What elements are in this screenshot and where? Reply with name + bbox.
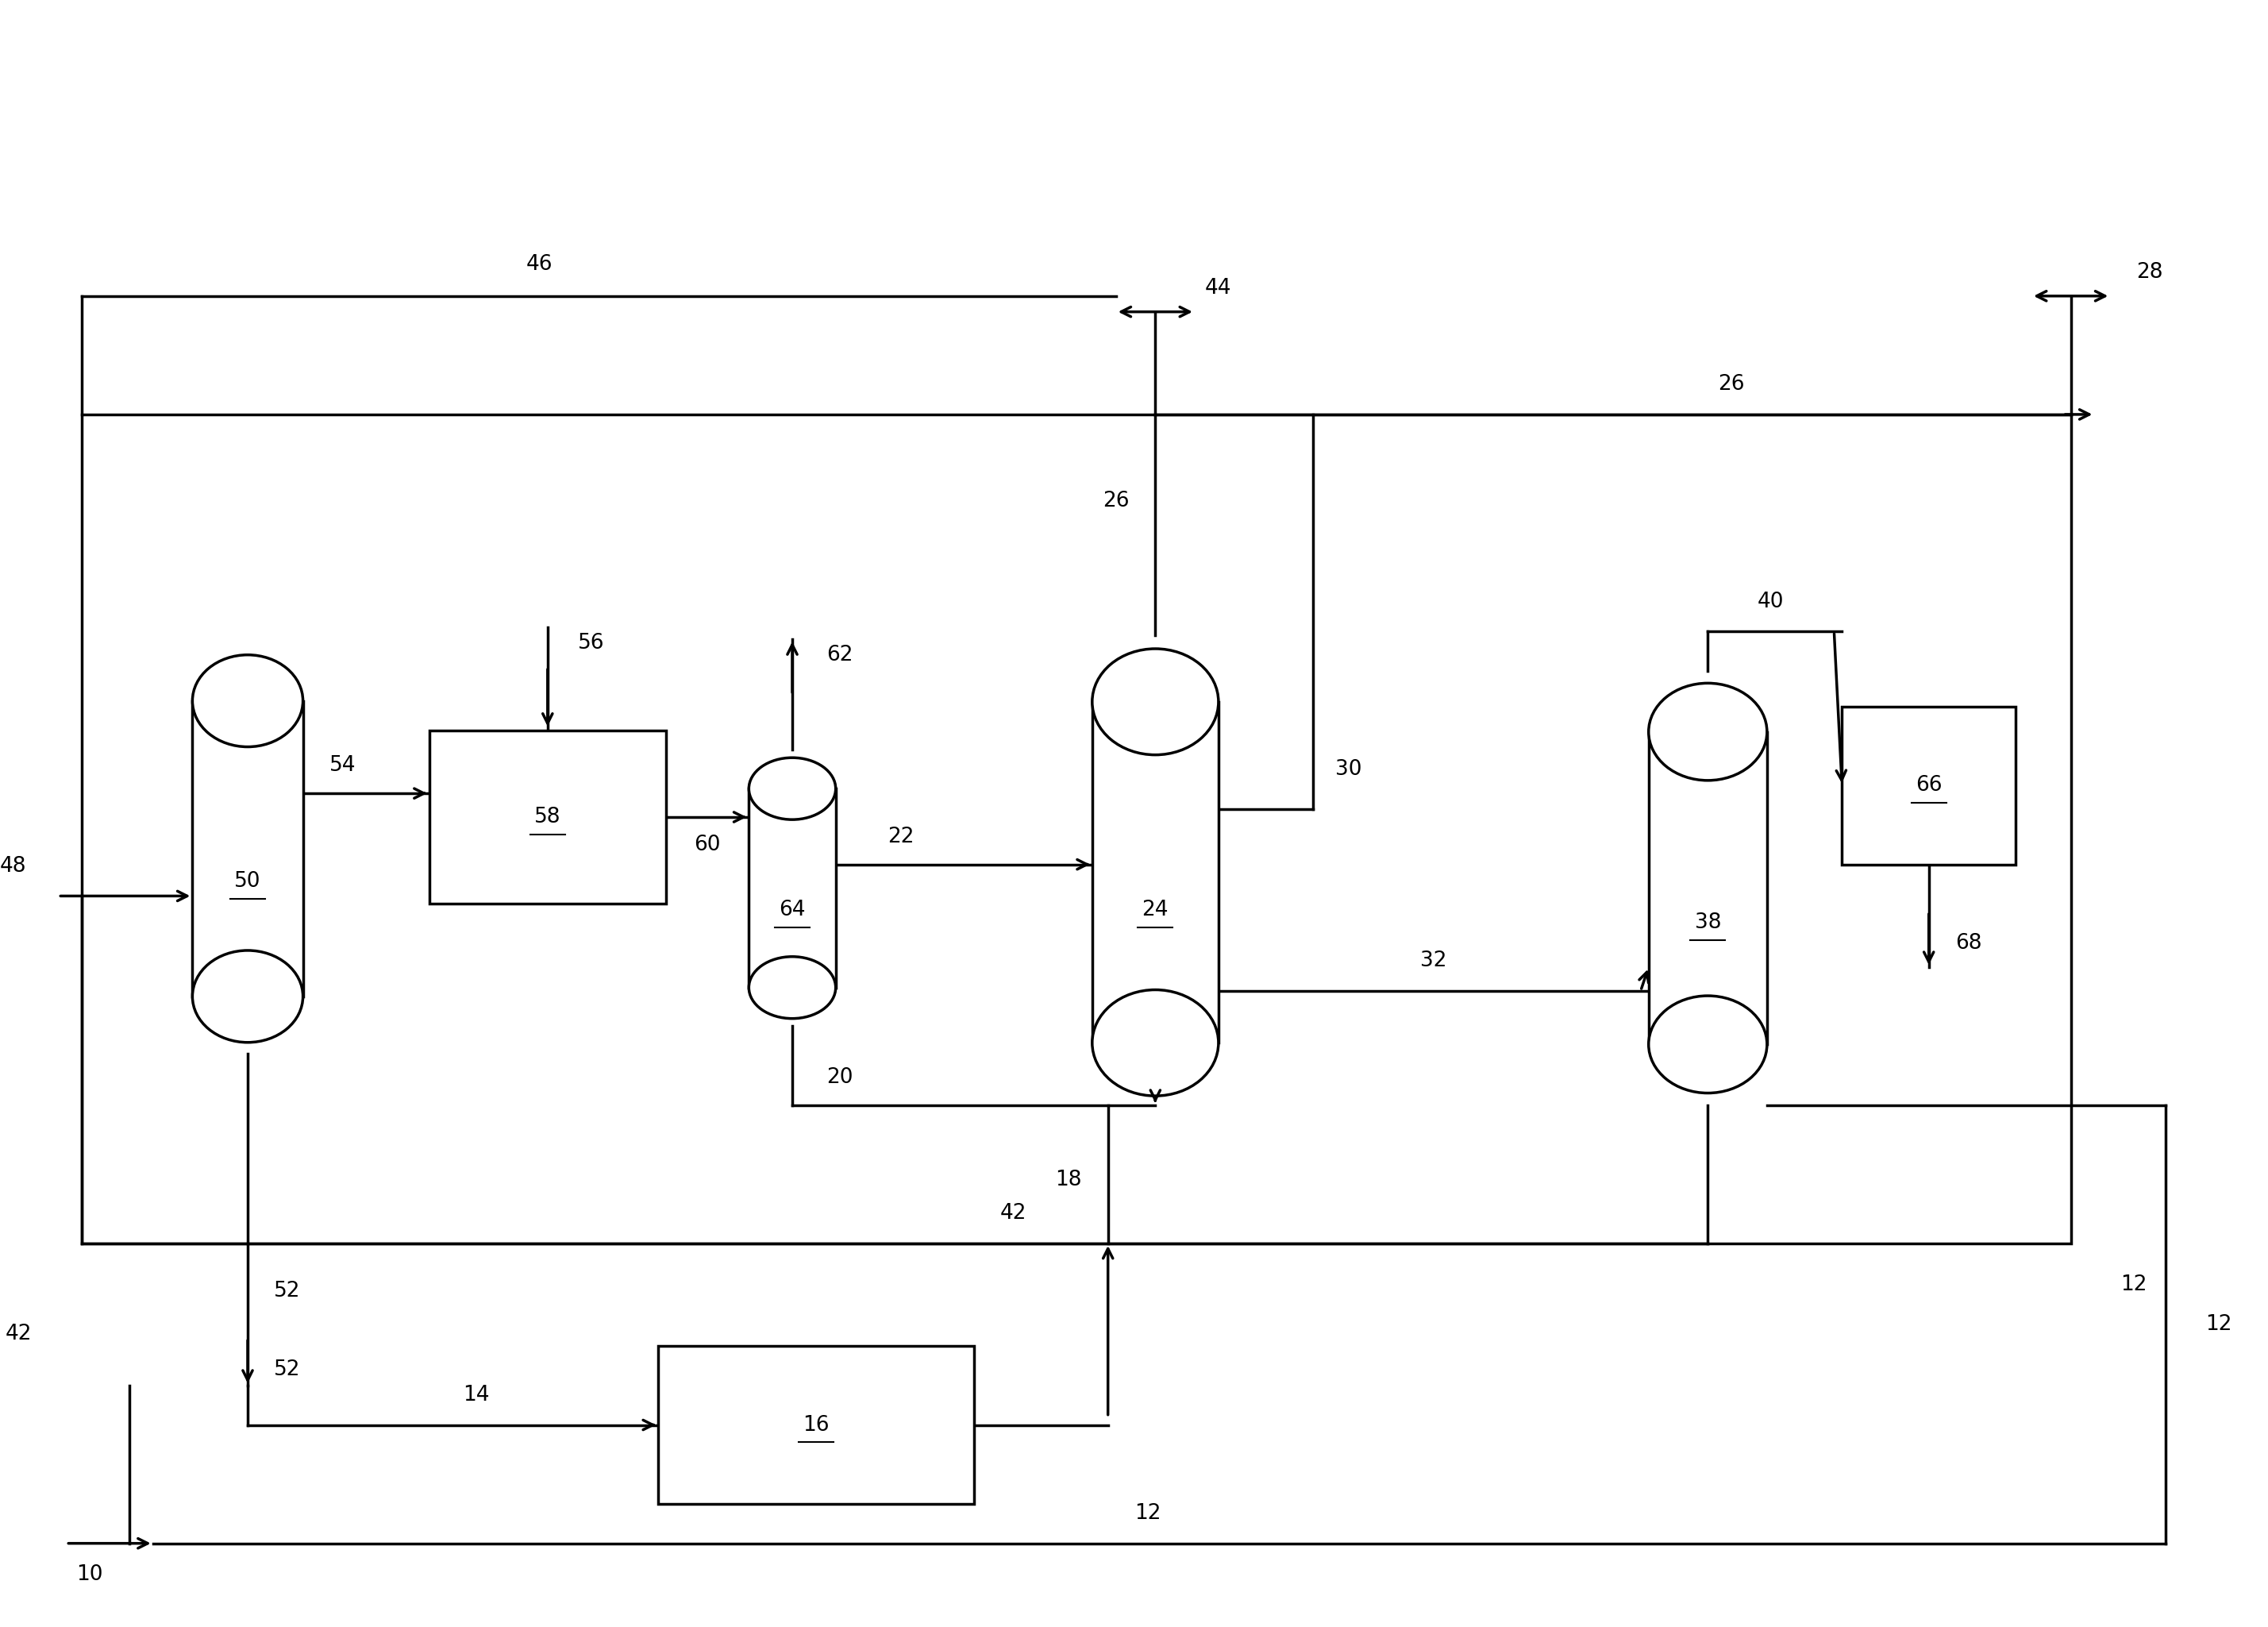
Text: 32: 32	[1420, 950, 1447, 971]
Ellipse shape	[193, 950, 304, 1043]
Bar	[429, 731, 667, 905]
Ellipse shape	[748, 758, 835, 820]
Text: 18: 18	[1055, 1170, 1082, 1191]
Ellipse shape	[1093, 649, 1218, 755]
Text: 20: 20	[826, 1067, 853, 1088]
Bar	[1093, 701, 1218, 1043]
Text: 56: 56	[578, 633, 603, 654]
Text: 64: 64	[778, 900, 805, 921]
Text: 16: 16	[803, 1414, 830, 1435]
Text: 22: 22	[887, 827, 914, 848]
Ellipse shape	[1649, 683, 1767, 781]
Text: 28: 28	[2136, 262, 2164, 283]
Text: 12: 12	[2121, 1274, 2148, 1295]
Ellipse shape	[748, 957, 835, 1019]
Ellipse shape	[1649, 996, 1767, 1093]
Text: 66: 66	[1916, 774, 1941, 796]
Text: 54: 54	[329, 755, 356, 776]
Text: 42: 42	[5, 1324, 32, 1344]
Text: 14: 14	[463, 1385, 490, 1406]
Bar	[658, 1346, 973, 1503]
Text: 24: 24	[1143, 900, 1168, 921]
Ellipse shape	[1093, 989, 1218, 1097]
Text: 48: 48	[0, 856, 27, 877]
Ellipse shape	[193, 654, 304, 747]
Text: 40: 40	[1758, 591, 1785, 612]
Text: 62: 62	[826, 644, 853, 665]
Text: 30: 30	[1336, 760, 1363, 779]
Text: 52: 52	[274, 1359, 299, 1380]
Text: 38: 38	[1694, 913, 1721, 934]
Text: 58: 58	[535, 807, 560, 828]
Text: 26: 26	[1102, 491, 1129, 511]
Text: 50: 50	[234, 870, 261, 892]
Bar	[82, 415, 2071, 1243]
Text: 44: 44	[1204, 278, 1232, 298]
Bar	[1842, 706, 2016, 864]
Text: 68: 68	[1955, 932, 1982, 953]
Text: 52: 52	[274, 1280, 299, 1302]
Text: 46: 46	[526, 254, 553, 275]
Bar	[1649, 732, 1767, 1045]
Text: 26: 26	[1719, 374, 1744, 395]
Text: 12: 12	[2204, 1315, 2232, 1334]
Bar	[193, 701, 304, 996]
Text: 12: 12	[1134, 1503, 1161, 1523]
Text: 60: 60	[694, 835, 721, 856]
Text: 10: 10	[77, 1565, 102, 1585]
Bar	[748, 789, 835, 988]
Text: 42: 42	[1000, 1202, 1027, 1224]
